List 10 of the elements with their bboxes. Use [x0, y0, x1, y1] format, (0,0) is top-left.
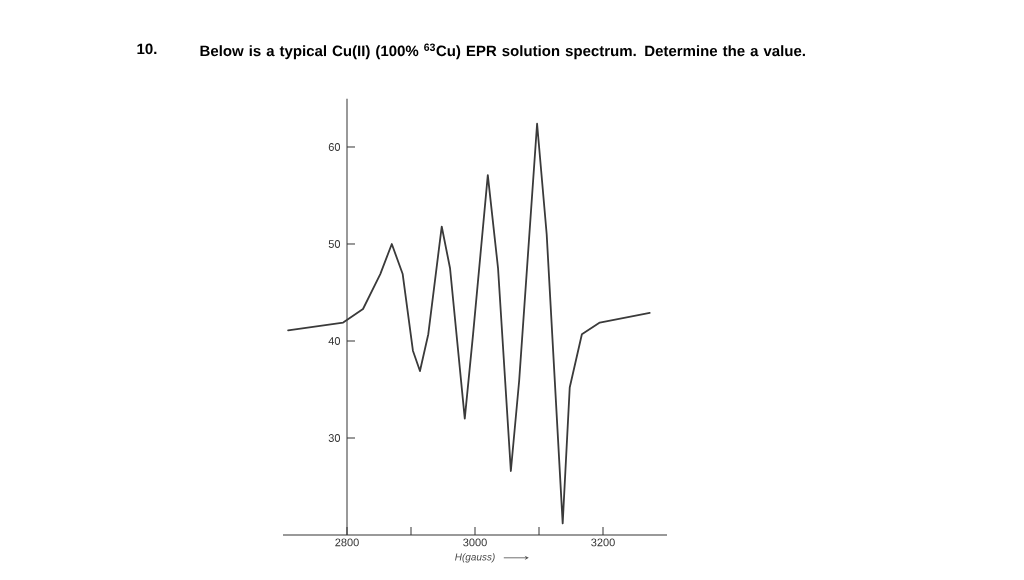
x-axis-title: H(gauss): [455, 553, 495, 563]
x-tick-label: 3200: [591, 538, 615, 547]
chart-title: Below is a typical Cu(II) (100% $^{63}$Cu) EPR solution spectrum. Determine the a value.: [200, 43, 805, 60]
x-tick-label: 2800: [335, 538, 359, 547]
text: 10.: [137, 43, 157, 55]
y-tick-label: 40: [328, 337, 341, 345]
x-tick-label: 3000: [463, 538, 487, 547]
y-tick-label: 50: [328, 240, 341, 248]
y-tick-label: 60: [328, 143, 341, 151]
y-tick-label: 30: [328, 434, 341, 442]
